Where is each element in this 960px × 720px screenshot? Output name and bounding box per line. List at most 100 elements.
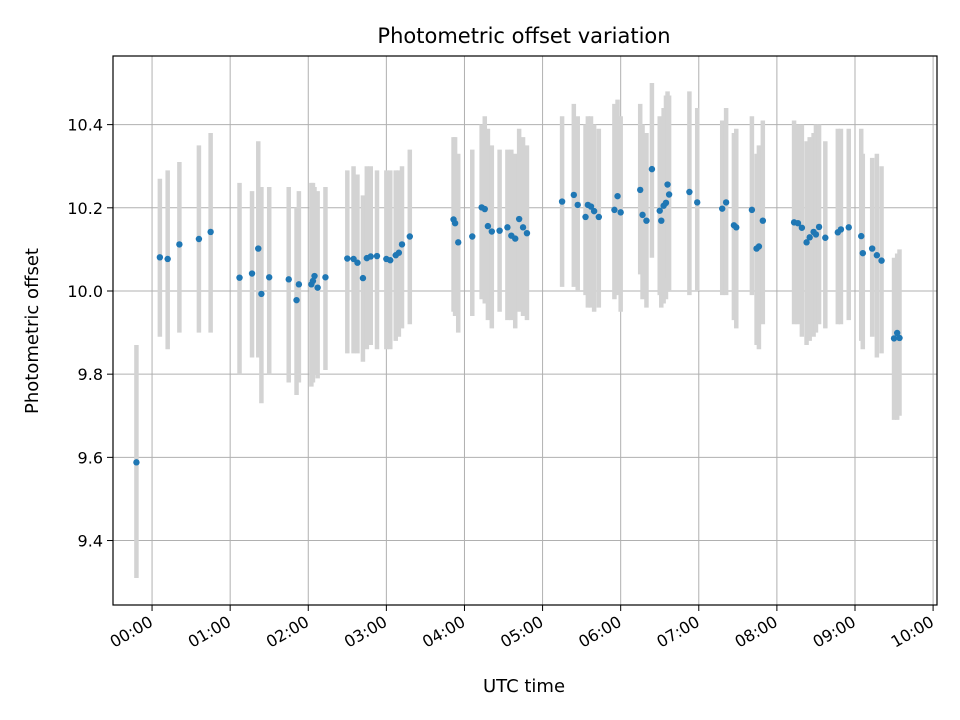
data-point (258, 290, 265, 298)
data-point (359, 274, 367, 282)
data-point (195, 235, 203, 243)
data-point (373, 252, 381, 260)
data-point (733, 224, 740, 231)
data-point (662, 199, 670, 207)
data-point (611, 206, 618, 214)
data-point (133, 459, 140, 466)
chart-title: Photometric offset variation (377, 24, 670, 48)
data-point (798, 224, 806, 231)
data-point (873, 252, 881, 259)
data-point (481, 205, 488, 213)
data-point (845, 224, 852, 231)
x-tick-label: 10:00 (888, 612, 937, 652)
data-point (806, 234, 813, 241)
x-tick-label: 01:00 (185, 612, 234, 652)
data-point (504, 224, 511, 231)
data-point (311, 272, 318, 280)
y-tick-label: 9.8 (78, 365, 103, 384)
data-point (322, 274, 329, 281)
data-point (354, 259, 361, 266)
data-point (822, 234, 829, 241)
data-point (859, 249, 867, 257)
data-point (176, 241, 183, 248)
data-point (387, 257, 394, 264)
data-point (451, 219, 459, 227)
x-axis-label: UTC time (483, 676, 565, 697)
data-point (812, 231, 820, 238)
data-point (686, 188, 693, 196)
data-point (309, 277, 317, 285)
data-point (587, 203, 595, 210)
data-point (803, 239, 810, 246)
plot-frame (112, 55, 938, 606)
x-tick-label: 08:00 (731, 612, 780, 652)
data-point (858, 232, 865, 240)
data-point (248, 270, 256, 277)
x-tick-label: 05:00 (497, 612, 546, 652)
data-point (643, 217, 650, 224)
data-point (815, 223, 823, 231)
data-point (617, 209, 624, 216)
data-point (574, 201, 581, 209)
x-tick-label: 04:00 (419, 612, 468, 652)
data-point (656, 207, 663, 214)
data-point (878, 257, 885, 264)
data-point (614, 192, 621, 200)
data-point (558, 198, 566, 205)
data-point (896, 334, 903, 342)
data-point (719, 205, 726, 212)
data-point (759, 217, 767, 224)
x-tick-label: 06:00 (575, 612, 624, 652)
data-point (837, 226, 845, 233)
x-tick-label: 09:00 (810, 612, 859, 652)
data-point (293, 296, 300, 304)
data-point (344, 255, 351, 262)
y-axis-label: Photometric offset (22, 248, 43, 414)
y-tick-label: 10.0 (67, 282, 103, 301)
data-point (582, 213, 589, 221)
data-point (890, 335, 898, 342)
data-point (266, 274, 273, 281)
data-point (519, 224, 527, 231)
data-point (595, 213, 603, 221)
error-bars (134, 83, 902, 578)
data-point (255, 245, 262, 252)
data-point (637, 186, 644, 194)
data-point (406, 233, 413, 240)
x-tick-label: 03:00 (341, 612, 390, 652)
y-tick-label: 9.6 (78, 448, 103, 467)
x-tick-label: 00:00 (107, 612, 156, 652)
data-point (570, 191, 578, 199)
y-axis-ticks: 9.4 9.6 9.8 10.0 10.2 10.4 (67, 116, 113, 551)
data-point (694, 199, 701, 206)
data-point (398, 241, 406, 248)
data-points (133, 165, 903, 466)
data-point (893, 329, 901, 337)
data-point (367, 253, 374, 260)
y-tick-label: 10.2 (67, 199, 103, 218)
data-point (755, 243, 763, 250)
data-point (314, 284, 321, 291)
data-point (164, 255, 171, 263)
data-point (512, 235, 519, 242)
y-tick-label: 10.4 (67, 116, 103, 135)
data-point (748, 206, 756, 214)
data-point (488, 228, 496, 235)
data-point (794, 219, 802, 227)
data-point (395, 249, 403, 256)
data-point (469, 233, 476, 240)
x-axis-ticks: 00:00 01:00 02:00 03:00 04:00 05:00 06:00 07:00… (107, 605, 937, 652)
data-point (236, 274, 243, 281)
data-point (722, 199, 730, 206)
y-tick-label: 9.4 (78, 532, 103, 551)
data-point (664, 181, 671, 188)
x-tick-label: 02:00 (263, 612, 312, 652)
gridlines (113, 56, 937, 605)
x-tick-label: 07:00 (653, 612, 702, 652)
data-point (639, 211, 646, 219)
data-point (207, 228, 214, 236)
data-point (295, 281, 303, 288)
data-point (523, 229, 531, 237)
data-point (868, 245, 876, 252)
